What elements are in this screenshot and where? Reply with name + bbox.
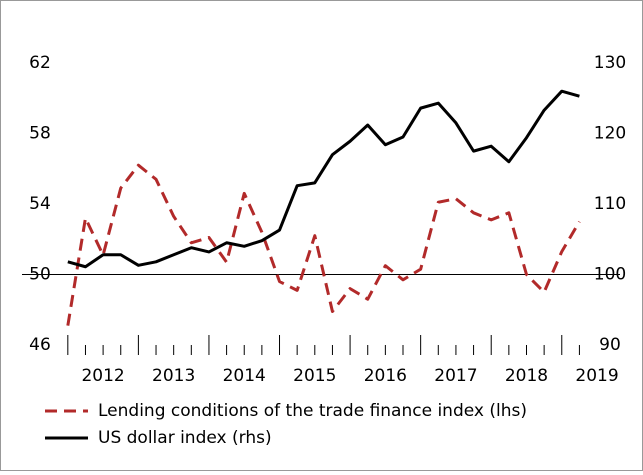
legend-label: Lending conditions of the trade finance … [98,401,527,421]
legend-label: US dollar index (rhs) [98,428,272,448]
series-line [66,163,581,326]
series-line [67,89,580,269]
y-tick-label: 54 [29,194,51,214]
y-tick-label: 62 [29,53,51,73]
x-tick-label: 2016 [364,366,407,386]
x-tick-label: 2017 [434,366,477,386]
x-tick-label: 2012 [81,366,124,386]
y2-tick-label: 110 [594,194,626,214]
y2-tick-label: 120 [594,124,626,144]
x-tick-label: 2014 [223,366,266,386]
y2-tick-label: 130 [594,53,626,73]
x-tick-label: 2015 [293,366,336,386]
y2-tick-label: 90 [599,335,621,355]
x-tick-label: 2018 [505,366,548,386]
x-tick-label: 2013 [152,366,195,386]
y-tick-label: 58 [29,124,51,144]
x-tick-label: 2019 [575,366,618,386]
y-tick-label: 46 [29,335,51,355]
